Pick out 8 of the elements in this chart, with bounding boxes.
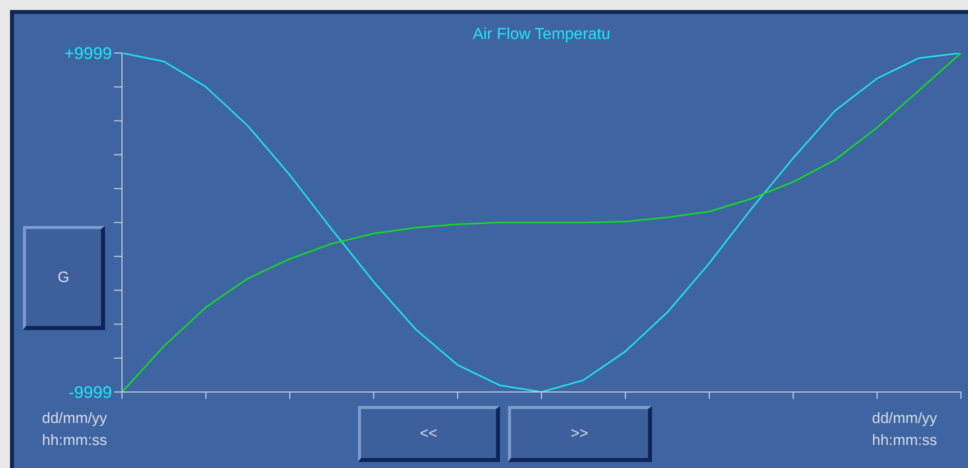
y-tick-label: +9999: [64, 44, 112, 64]
back-button: <<: [358, 406, 500, 462]
forward-button: >>: [508, 406, 652, 462]
g-button: G: [23, 226, 105, 330]
y-tick-label: -9999: [68, 383, 112, 402]
chart-title: Air Flow Temperatu: [472, 26, 612, 44]
text: dd/mm/yy hh:mm:ss: [42, 409, 108, 451]
text: dd/mm/yy hh:mm:ss: [872, 409, 938, 451]
